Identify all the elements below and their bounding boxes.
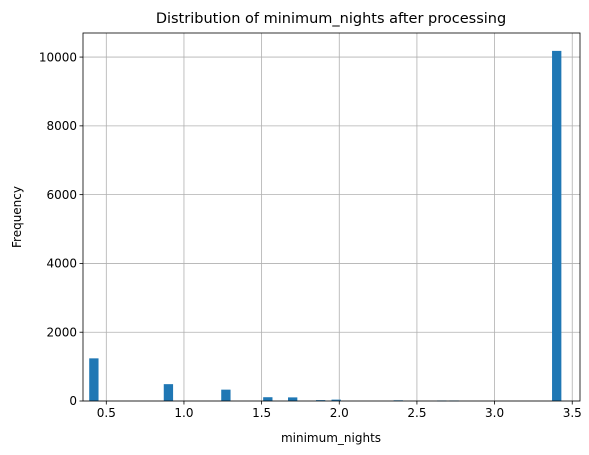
ticks: 0.5 1.0 1.5 2.0 2.5 3.0 3.5 0 2000 4000 6000 8000 10… — [39, 50, 582, 420]
x-tick-label: 2.5 — [407, 406, 426, 420]
histogram-bar — [89, 358, 99, 401]
y-tick-label: 2000 — [46, 325, 77, 339]
y-tick-label: 6000 — [46, 188, 77, 202]
x-tick-label: 3.0 — [485, 406, 504, 420]
histogram-bar — [552, 50, 562, 401]
x-tick-label: 1.0 — [174, 406, 193, 420]
histogram-bar — [331, 399, 341, 401]
y-tick-label: 10000 — [39, 50, 77, 64]
x-axis-label: minimum_nights — [281, 431, 381, 445]
grid — [83, 33, 580, 402]
y-tick-label: 4000 — [46, 257, 77, 271]
plot-frame — [82, 32, 581, 402]
y-tick-label: 8000 — [46, 119, 77, 133]
histogram-bar — [288, 397, 298, 401]
y-tick-label: 0 — [69, 394, 77, 408]
histogram-bar — [221, 389, 231, 401]
y-axis-label: Frequency — [10, 186, 24, 248]
histogram-bar — [263, 397, 273, 401]
x-tick-label: 1.5 — [252, 406, 271, 420]
histogram-bar — [315, 400, 326, 401]
x-tick-label: 3.5 — [563, 406, 582, 420]
histogram-bar — [163, 384, 174, 401]
x-tick-label: 0.5 — [97, 406, 116, 420]
chart-title: Distribution of minimum_nights after pro… — [156, 11, 506, 27]
x-tick-label: 2.0 — [330, 406, 349, 420]
